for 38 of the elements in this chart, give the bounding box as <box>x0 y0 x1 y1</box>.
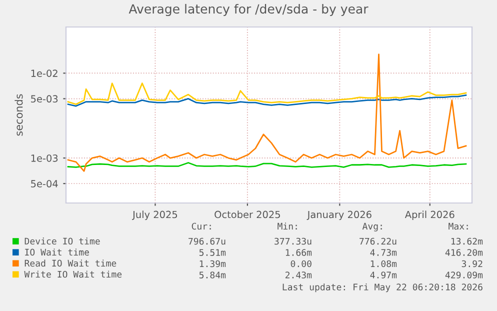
text: 1.39m <box>200 260 226 268</box>
text: 377.33u <box>274 238 312 245</box>
text: 416.20m <box>445 249 483 256</box>
legend-label: Device IO time <box>24 238 100 245</box>
legend-label: IO Wait time <box>25 248 89 256</box>
line-series <box>67 94 467 107</box>
x-tick-label: July 2025 <box>132 210 178 220</box>
text: 776.22u <box>360 238 396 245</box>
y-tick-label: 5e-04 <box>31 180 58 188</box>
chart-title: Average latency for /dev/sda - by year <box>128 4 368 16</box>
x-tick-label: January 2026 <box>306 210 372 220</box>
text: Max: <box>448 222 468 230</box>
text: 1.66m <box>286 249 312 256</box>
y-tick-label: 1e-02 <box>31 70 58 77</box>
line-series <box>67 54 467 172</box>
text: 3.92 <box>462 260 482 268</box>
x-tick-label: April 2026 <box>404 210 454 220</box>
y-tick-label: 5e-03 <box>31 95 58 103</box>
line-series <box>67 82 467 105</box>
text: 4.73m <box>370 249 397 256</box>
y-axis-title: seconds <box>14 94 23 136</box>
text: 2.43m <box>285 272 312 278</box>
text: 0.00 <box>290 260 312 268</box>
legend-label: Write IO Wait time <box>24 270 122 278</box>
text: 5.51m <box>199 249 226 256</box>
text: Cur: <box>192 222 211 230</box>
legend-label: Read IO Wait time <box>24 260 116 267</box>
y-tick-label: 1e-03 <box>31 154 58 162</box>
text: Last update: Fri May 22 06:20:18 2026 <box>282 283 482 292</box>
x-tick-label: October 2025 <box>214 210 280 218</box>
text: 13.62m <box>451 238 483 245</box>
text: Min: <box>278 222 297 230</box>
text: 4.97m <box>370 272 397 278</box>
text: 429.09m <box>445 272 483 278</box>
text: 1.08m <box>370 260 397 268</box>
text: 5.84m <box>199 272 226 278</box>
text: Avg: <box>362 222 382 232</box>
text: 796.67u <box>188 238 226 245</box>
